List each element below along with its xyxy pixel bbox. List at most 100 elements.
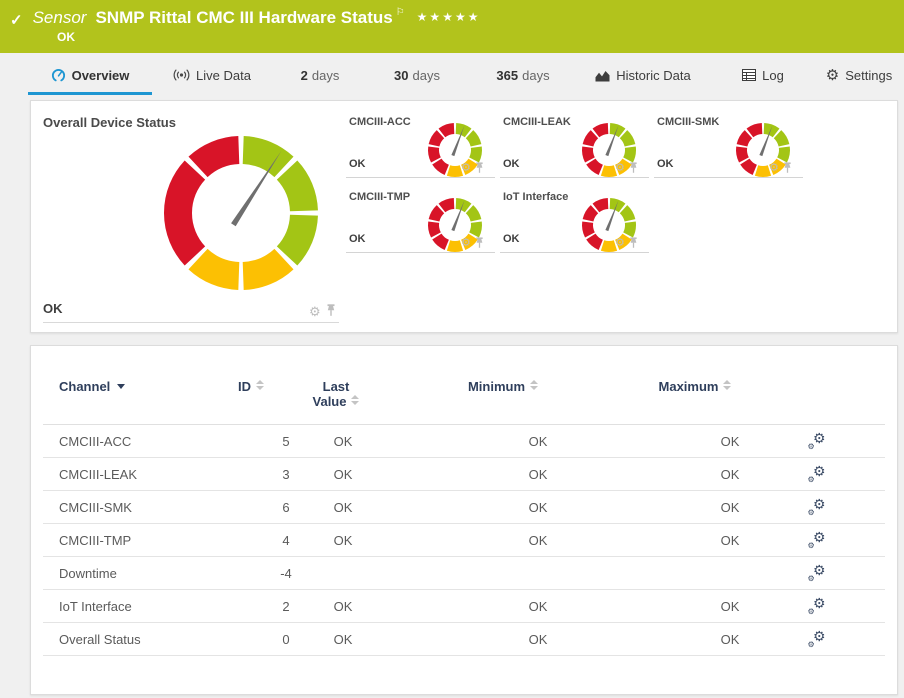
channel-gauge[interactable] <box>581 122 637 178</box>
tab-label: days <box>522 67 550 83</box>
gear-icon[interactable]: ⚙ <box>769 162 779 174</box>
pin-icon[interactable] <box>326 304 336 317</box>
gauge-tile-status: OK <box>503 158 520 170</box>
channel-settings-icon[interactable]: ⚙ ⚙ <box>807 595 826 616</box>
gauge-tile[interactable]: CMCIII-TMP OK ⚙ <box>346 184 495 253</box>
channel-settings-icon[interactable]: ⚙ ⚙ <box>807 562 826 583</box>
tab-log[interactable]: Log <box>738 53 788 97</box>
tab-overview[interactable]: Overview <box>28 53 152 97</box>
cell-channel: IoT Interface <box>59 598 132 614</box>
cell-channel: CMCIII-LEAK <box>59 466 138 482</box>
cell-last-value: OK <box>333 598 353 614</box>
gauge-tile-title: CMCIII-ACC <box>349 116 411 128</box>
sort-icon <box>351 395 360 409</box>
divider-line <box>43 322 339 323</box>
tab-label: Settings <box>845 67 893 83</box>
gear-icon[interactable]: ⚙ <box>615 237 625 249</box>
flag-icon[interactable]: ⚐ <box>395 7 405 18</box>
channel-settings-icon[interactable]: ⚙ ⚙ <box>807 463 826 484</box>
sort-caret-icon <box>117 384 126 389</box>
overall-status-gauge[interactable] <box>157 129 325 297</box>
channel-gauge[interactable] <box>735 122 791 178</box>
sort-icon <box>723 380 732 394</box>
cell-maximum: OK <box>720 433 740 449</box>
overview-gauges-card: Overall Device Status OK ⚙ CMCIII-ACC OK ⚙… <box>30 100 898 333</box>
tab-number: 2 <box>300 67 308 83</box>
cell-maximum: OK <box>720 598 740 614</box>
cell-minimum: OK <box>528 631 548 647</box>
tab-settings[interactable]: ⚙ Settings <box>824 53 894 97</box>
tab-historic-data[interactable]: Historic Data <box>590 53 696 97</box>
pin-icon[interactable] <box>629 237 638 249</box>
pin-icon[interactable] <box>783 162 792 174</box>
cell-id: 6 <box>282 499 290 515</box>
gauge-tile[interactable]: CMCIII-ACC OK ⚙ <box>346 109 495 178</box>
tab-label: Live Data <box>196 67 251 83</box>
table-row: Downtime -4 ⚙ ⚙ <box>43 557 885 590</box>
channel-settings-icon[interactable]: ⚙ ⚙ <box>807 529 826 550</box>
column-header-last-value[interactable]: Last Value <box>308 379 364 409</box>
channel-gauge[interactable] <box>427 122 483 178</box>
table-row: IoT Interface 2 OK OK OK ⚙ ⚙ <box>43 590 885 623</box>
cell-maximum: OK <box>720 466 740 482</box>
sensor-title: SNMP Rittal CMC III Hardware Status <box>95 8 393 27</box>
status-check-icon: ✓ <box>10 12 23 29</box>
tab-365-days[interactable]: 365 days <box>488 53 558 97</box>
cell-channel: CMCIII-TMP <box>59 532 132 548</box>
main-gauge-status: OK <box>43 301 63 316</box>
gear-icon[interactable]: ⚙ <box>461 162 471 174</box>
tab-label: days <box>311 67 340 83</box>
column-header-minimum[interactable]: Minimum <box>336 379 670 394</box>
column-header-maximum[interactable]: Maximum <box>659 379 732 394</box>
cell-minimum: OK <box>528 499 548 515</box>
cell-last-value: OK <box>333 433 353 449</box>
gauge-tile[interactable]: CMCIII-LEAK OK ⚙ <box>500 109 649 178</box>
channel-settings-icon[interactable]: ⚙ ⚙ <box>807 496 826 517</box>
pin-icon[interactable] <box>629 162 638 174</box>
gauge-tile-status: OK <box>503 233 520 245</box>
tab-number: 30 <box>394 67 409 83</box>
cell-maximum: OK <box>720 499 740 515</box>
sensor-status-text: OK <box>57 30 75 44</box>
cell-channel: CMCIII-ACC <box>59 433 132 449</box>
column-header-id[interactable]: ID <box>222 379 280 394</box>
channel-gauge[interactable] <box>581 197 637 253</box>
channel-settings-icon[interactable]: ⚙ ⚙ <box>807 628 826 649</box>
gauge-tile-status: OK <box>349 158 366 170</box>
tab-bar: Overview Live Data 2 days 30 days 365 da… <box>0 53 904 97</box>
gear-icon[interactable]: ⚙ <box>461 237 471 249</box>
tab-label: days <box>412 67 440 83</box>
table-row: CMCIII-TMP 4 OK OK OK ⚙ ⚙ <box>43 524 885 557</box>
gear-icon[interactable]: ⚙ <box>309 304 321 319</box>
tab-30-days[interactable]: 30 days <box>386 53 448 97</box>
gauge-tile[interactable]: CMCIII-SMK OK ⚙ <box>654 109 803 178</box>
cell-channel: Overall Status <box>59 631 141 647</box>
gear-icon[interactable]: ⚙ <box>615 162 625 174</box>
gauge-tile-status: OK <box>657 158 674 170</box>
table-row: CMCIII-SMK 6 OK OK OK ⚙ ⚙ <box>43 491 885 524</box>
cell-id: 0 <box>282 631 290 647</box>
tab-label: Overview <box>71 67 130 83</box>
pin-icon[interactable] <box>475 162 484 174</box>
column-header-channel[interactable]: Channel <box>59 379 257 394</box>
tab-2-days[interactable]: 2 days <box>293 53 347 97</box>
cell-id: 5 <box>282 433 290 449</box>
cell-minimum: OK <box>528 433 548 449</box>
table-row: CMCIII-LEAK 3 OK OK OK ⚙ ⚙ <box>43 458 885 491</box>
live-signal-icon <box>173 68 190 82</box>
sort-icon <box>256 380 264 394</box>
priority-stars[interactable]: ★★★★★ <box>416 10 481 24</box>
tab-live-data[interactable]: Live Data <box>168 53 256 97</box>
table-row: CMCIII-ACC 5 OK OK OK ⚙ ⚙ <box>43 425 885 458</box>
cell-last-value: OK <box>333 466 353 482</box>
channel-settings-icon[interactable]: ⚙ ⚙ <box>807 430 826 451</box>
cell-maximum: OK <box>720 532 740 548</box>
area-chart-icon <box>595 69 610 82</box>
log-list-icon <box>742 69 757 81</box>
object-type-label: Sensor <box>32 8 87 27</box>
pin-icon[interactable] <box>475 237 484 249</box>
tab-number: 365 <box>496 67 519 83</box>
channel-gauge[interactable] <box>427 197 483 253</box>
gauge-tile[interactable]: IoT Interface OK ⚙ <box>500 184 649 253</box>
